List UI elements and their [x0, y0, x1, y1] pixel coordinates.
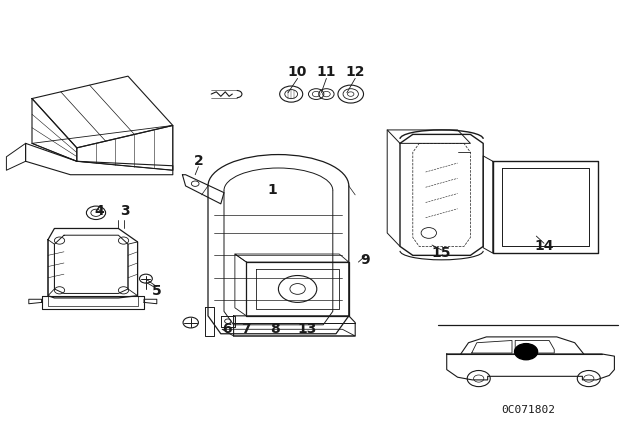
Circle shape — [515, 344, 538, 360]
Text: 3: 3 — [120, 203, 130, 218]
Text: 13: 13 — [298, 322, 317, 336]
Text: 15: 15 — [432, 246, 451, 260]
Text: 2: 2 — [193, 154, 204, 168]
Text: 14: 14 — [534, 239, 554, 254]
Text: 6: 6 — [222, 322, 232, 336]
Text: 1: 1 — [267, 183, 277, 198]
Text: 11: 11 — [317, 65, 336, 79]
Text: 5: 5 — [152, 284, 162, 298]
Text: 0C071802: 0C071802 — [501, 405, 555, 415]
Text: 9: 9 — [360, 253, 370, 267]
Text: 10: 10 — [288, 65, 307, 79]
Text: 8: 8 — [270, 322, 280, 336]
Text: 12: 12 — [346, 65, 365, 79]
Text: 7: 7 — [241, 322, 252, 336]
Text: 4: 4 — [94, 203, 104, 218]
